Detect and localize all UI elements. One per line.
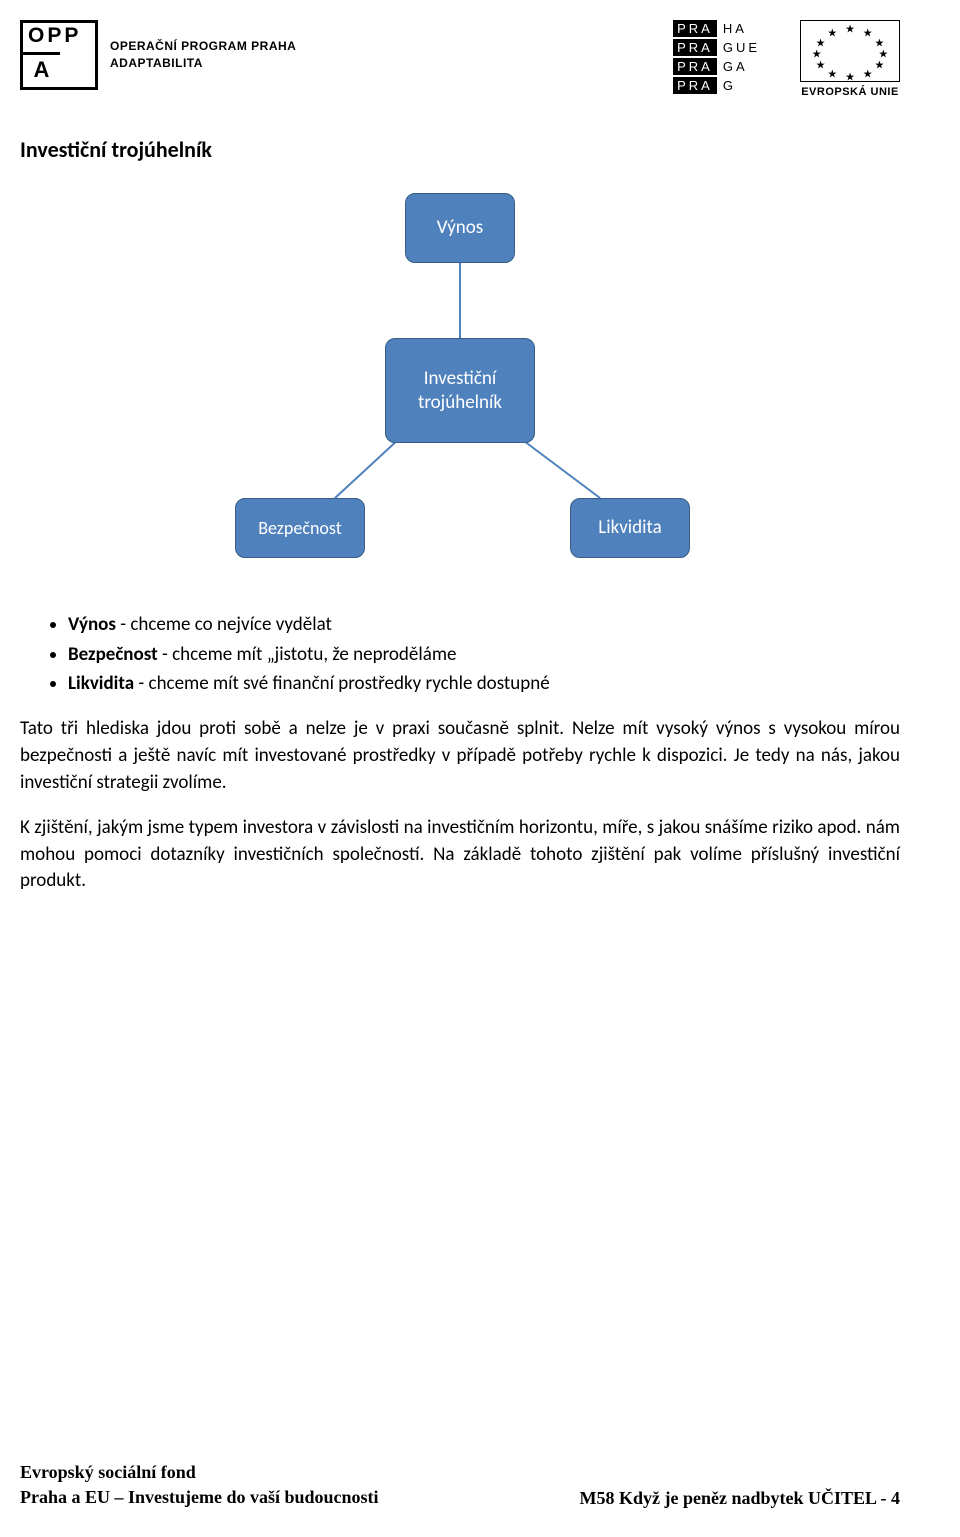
oppa-text-line2: ADAPTABILITA: [110, 55, 296, 72]
footer-left: Evropský sociální fond Praha a EU – Inve…: [20, 1460, 379, 1509]
footer-left-line1: Evropský sociální fond: [20, 1460, 379, 1484]
investment-triangle-diagram: Výnos Investiční trojúhelník Bezpečnost …: [190, 193, 730, 573]
praha-cell: GA: [719, 58, 764, 75]
bullet-bold: Likvidita: [68, 672, 134, 695]
oppa-program-text: OPERAČNÍ PROGRAM PRAHA ADAPTABILITA: [110, 38, 296, 73]
content: Investiční trojúhelník Výnos Investiční …: [0, 108, 960, 895]
diagram-wrap: Výnos Investiční trojúhelník Bezpečnost …: [20, 193, 900, 573]
footer-right: M58 Když je peněz nadbytek UČITEL - 4: [579, 1488, 900, 1509]
paragraph-2: K zjištění, jakým jsme typem investora v…: [20, 815, 900, 896]
oppa-text-line1: OPERAČNÍ PROGRAM PRAHA: [110, 38, 296, 55]
praha-cell: PRA: [673, 20, 717, 37]
header-right: PRA HA PRA GUE PRA GA PRA G ★ ★ ★ ★ ★ ★ …: [673, 20, 900, 98]
praha-cell: G: [719, 77, 764, 94]
edge-center-bl: [335, 438, 400, 498]
bullet-rest: - chceme co nejvíce vydělat: [116, 613, 332, 636]
praha-cell: PRA: [673, 39, 717, 56]
oppa-logo: OPP A: [20, 20, 98, 90]
footer-left-line2: Praha a EU – Investujeme do vaší budoucn…: [20, 1485, 379, 1509]
oppa-logo-top: OPP: [23, 23, 95, 48]
bullet-bold: Bezpečnost: [68, 643, 158, 666]
bullet-list: Výnos - chceme co nejvíce vydělat Bezpeč…: [20, 611, 900, 698]
bullet-rest: - chceme mít své finanční prostředky ryc…: [134, 672, 550, 695]
node-likvidita: Likvidita: [570, 498, 690, 558]
praha-cell: PRA: [673, 58, 717, 75]
node-vynos: Výnos: [405, 193, 515, 263]
bullet-item: Bezpečnost - chceme mít „jistotu, že nep…: [68, 641, 900, 669]
edge-center-br: [520, 438, 600, 498]
page-footer: Evropský sociální fond Praha a EU – Inve…: [20, 1460, 900, 1509]
paragraph-1: Tato tři hlediska jdou proti sobě a nelz…: [20, 716, 900, 797]
header-left: OPP A OPERAČNÍ PROGRAM PRAHA ADAPTABILIT…: [20, 20, 296, 90]
bullet-item: Likvidita - chceme mít své finanční pros…: [68, 670, 900, 698]
bullet-item: Výnos - chceme co nejvíce vydělat: [68, 611, 900, 639]
eu-flag-icon: ★ ★ ★ ★ ★ ★ ★ ★ ★ ★ ★ ★: [800, 20, 900, 82]
praha-cell: GUE: [719, 39, 764, 56]
node-center: Investiční trojúhelník: [385, 338, 535, 443]
oppa-logo-bottom: A: [23, 52, 60, 87]
bullet-rest: - chceme mít „jistotu, že neproděláme: [158, 643, 457, 666]
section-title: Investiční trojúhelník: [20, 136, 900, 163]
praha-cell: PRA: [673, 77, 717, 94]
praha-logo: PRA HA PRA GUE PRA GA PRA G: [673, 20, 764, 94]
page-header: OPP A OPERAČNÍ PROGRAM PRAHA ADAPTABILIT…: [0, 0, 960, 108]
praha-cell: HA: [719, 20, 764, 37]
eu-label: EVROPSKÁ UNIE: [801, 86, 899, 98]
bullet-bold: Výnos: [68, 613, 116, 636]
eu-block: ★ ★ ★ ★ ★ ★ ★ ★ ★ ★ ★ ★ EVROPSKÁ UNIE: [800, 20, 900, 98]
node-bezpecnost: Bezpečnost: [235, 498, 365, 558]
